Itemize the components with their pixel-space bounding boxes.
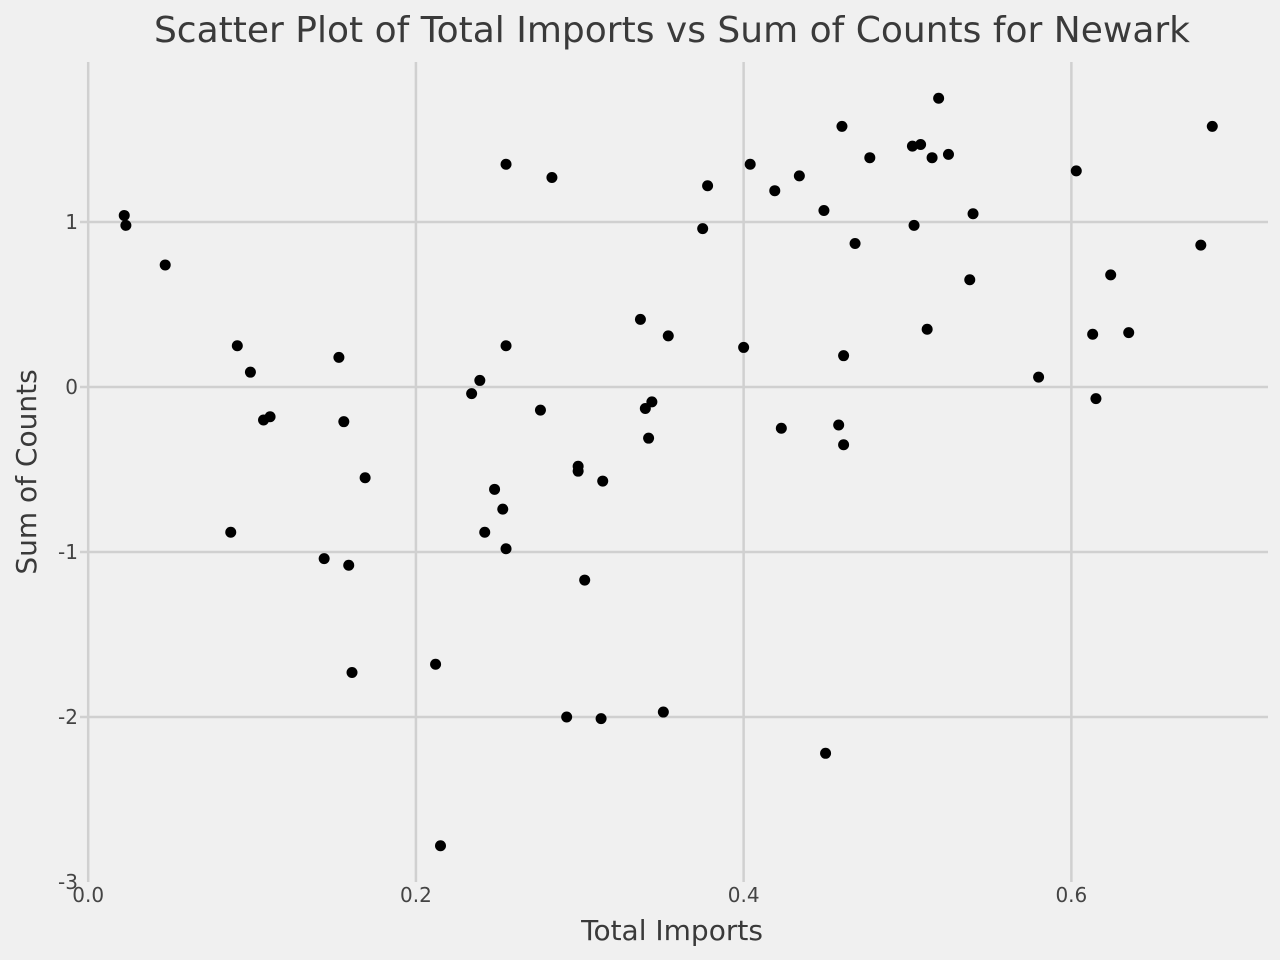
data-point bbox=[933, 92, 945, 104]
data-point bbox=[430, 658, 442, 670]
data-point bbox=[769, 185, 781, 197]
data-point bbox=[926, 152, 938, 164]
data-point bbox=[744, 158, 756, 170]
y-tick-label: 0 bbox=[65, 375, 78, 399]
data-point bbox=[1090, 393, 1102, 405]
y-tick-labels: 1 0 -1 -2 -3 bbox=[58, 210, 78, 894]
data-point bbox=[836, 120, 848, 132]
data-point bbox=[595, 713, 607, 725]
data-point bbox=[434, 840, 446, 852]
data-point bbox=[702, 180, 714, 192]
data-point bbox=[597, 475, 609, 487]
data-point bbox=[942, 148, 954, 160]
data-point bbox=[120, 219, 132, 231]
data-point bbox=[908, 219, 920, 231]
data-point bbox=[489, 483, 501, 495]
data-point bbox=[1087, 328, 1099, 340]
data-point bbox=[646, 396, 658, 408]
data-point bbox=[572, 465, 584, 477]
data-point bbox=[264, 411, 276, 423]
data-point bbox=[849, 237, 861, 249]
data-point bbox=[159, 259, 171, 271]
data-point bbox=[479, 526, 491, 538]
data-point bbox=[343, 559, 355, 571]
x-tick-label: 0.0 bbox=[72, 883, 104, 907]
data-points bbox=[118, 92, 1218, 852]
data-point bbox=[820, 747, 832, 759]
data-point bbox=[657, 706, 669, 718]
data-point bbox=[818, 204, 830, 216]
data-point bbox=[225, 526, 237, 538]
data-point bbox=[338, 416, 350, 428]
y-tick-label: -3 bbox=[58, 870, 78, 894]
data-point bbox=[579, 574, 591, 586]
data-point bbox=[915, 138, 927, 150]
data-point bbox=[333, 351, 345, 363]
x-tick-labels: 0.0 0.2 0.4 0.6 bbox=[72, 883, 1087, 907]
data-point bbox=[838, 350, 850, 362]
data-point bbox=[1105, 269, 1117, 281]
data-point bbox=[500, 158, 512, 170]
x-axis-label: Total Imports bbox=[580, 914, 763, 947]
data-point bbox=[738, 341, 750, 353]
y-tick-label: -2 bbox=[58, 705, 78, 729]
data-point bbox=[1033, 371, 1045, 383]
y-tick-label: -1 bbox=[58, 540, 78, 564]
data-point bbox=[662, 330, 674, 342]
data-point bbox=[634, 313, 646, 325]
data-point bbox=[697, 223, 709, 235]
data-point bbox=[906, 140, 918, 152]
data-point bbox=[864, 152, 876, 164]
data-point bbox=[1206, 120, 1218, 132]
data-point bbox=[466, 388, 478, 400]
grid-lines bbox=[80, 62, 1268, 882]
data-point bbox=[561, 711, 573, 723]
data-point bbox=[359, 472, 371, 484]
data-point bbox=[474, 374, 486, 386]
data-point bbox=[833, 419, 845, 431]
data-point bbox=[500, 543, 512, 555]
data-point bbox=[118, 209, 130, 221]
data-point bbox=[1195, 239, 1207, 251]
data-point bbox=[643, 432, 655, 444]
data-point bbox=[231, 340, 243, 352]
data-point bbox=[1070, 165, 1082, 177]
data-point bbox=[534, 404, 546, 416]
data-point bbox=[346, 666, 358, 678]
data-point bbox=[838, 439, 850, 451]
data-point bbox=[244, 366, 256, 378]
x-tick-label: 0.6 bbox=[1055, 883, 1087, 907]
chart-title: Scatter Plot of Total Imports vs Sum of … bbox=[154, 10, 1190, 51]
data-point bbox=[497, 503, 509, 515]
y-axis-label: Sum of Counts bbox=[10, 369, 43, 574]
y-tick-label: 1 bbox=[65, 210, 78, 234]
data-point bbox=[967, 208, 979, 220]
x-tick-label: 0.4 bbox=[728, 883, 760, 907]
data-point bbox=[318, 553, 330, 565]
data-point bbox=[500, 340, 512, 352]
data-point bbox=[546, 171, 558, 183]
data-point bbox=[1123, 327, 1135, 339]
x-tick-label: 0.2 bbox=[400, 883, 432, 907]
data-point bbox=[793, 170, 805, 182]
data-point bbox=[921, 323, 933, 335]
data-point bbox=[775, 422, 787, 434]
data-point bbox=[964, 274, 976, 286]
